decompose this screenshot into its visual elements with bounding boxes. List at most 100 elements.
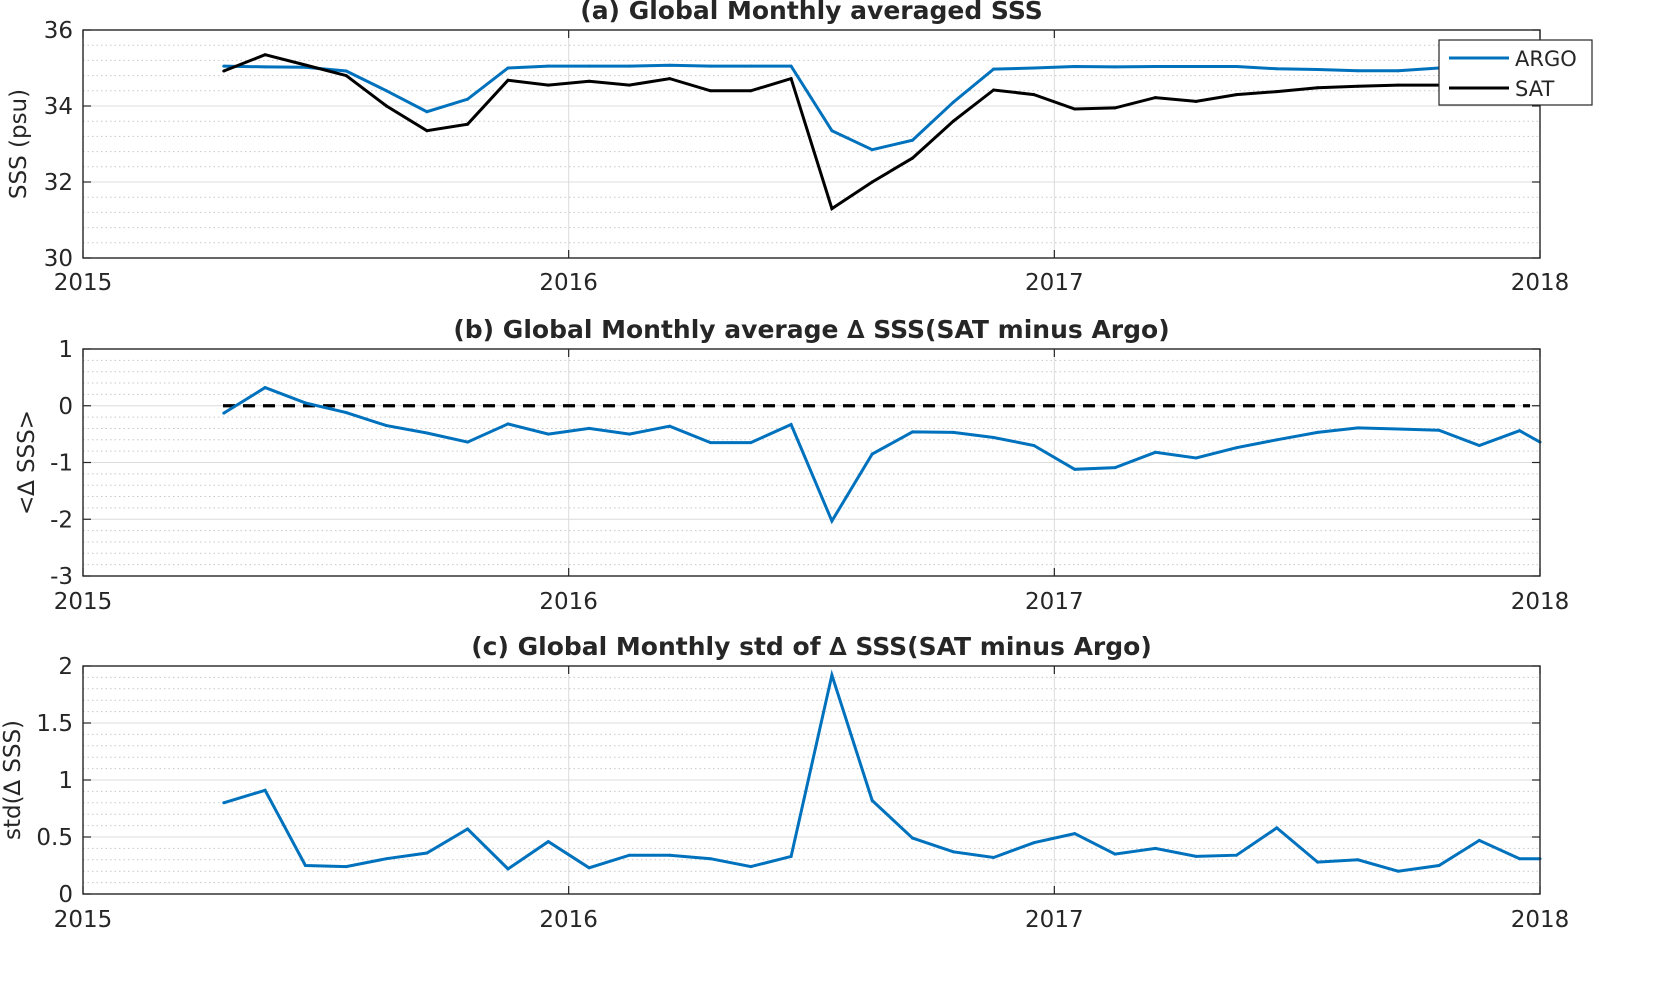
series-line-delta: [223, 669, 1540, 873]
y-tick-label: -3: [50, 564, 73, 590]
data-point-delta: [222, 411, 226, 415]
legend-box: [1438, 39, 1593, 106]
data-point-delta: [830, 673, 834, 677]
series-line-sat: [223, 53, 1541, 211]
data-point-sat: [1194, 99, 1198, 103]
data-point-argo: [668, 63, 672, 67]
data-point-argo: [870, 148, 874, 152]
y-tick-label: 0: [58, 882, 73, 908]
data-point-delta: [263, 386, 267, 390]
panel-b: -3 -2 -1 0 1 2015 2016 2017 2018 (b) Global Month…: [14, 315, 1569, 615]
data-point-sat: [1235, 93, 1238, 97]
data-point-delta: [627, 853, 631, 857]
data-point-sat: [1316, 86, 1320, 90]
data-point-delta: [263, 788, 267, 792]
series-line-delta: [223, 385, 1541, 525]
data-point-delta: [344, 865, 348, 869]
y-tick-label: -1: [50, 451, 73, 477]
data-point-delta: [1356, 426, 1360, 430]
data-point-delta: [789, 854, 793, 858]
data-point-argo: [911, 138, 914, 142]
data-point-delta: [506, 867, 510, 871]
data-point-delta: [870, 799, 874, 802]
y-tick-label: 30: [44, 246, 73, 272]
y-tick-label: 1.5: [36, 711, 73, 737]
x-tick-label: 2015: [54, 589, 113, 615]
data-point-delta: [1073, 832, 1077, 836]
y-tick-label: 1: [58, 768, 73, 794]
y-axis-label: std(∆ SSS): [0, 720, 26, 840]
data-point-delta: [1316, 430, 1320, 434]
data-point-argo: [1396, 69, 1400, 73]
data-point-argo: [1356, 69, 1360, 73]
data-point-delta: [1437, 864, 1441, 867]
data-point-delta: [587, 426, 591, 430]
data-point-delta: [425, 431, 429, 435]
x-tick-label: 2015: [54, 270, 113, 296]
data-point-argo: [506, 66, 510, 70]
panel-c: 0 0.5 1 1.5 2 2015 2016 2017 2018 (c) Global Mont…: [0, 632, 1569, 933]
data-point-delta: [1032, 841, 1036, 845]
data-point-delta: [911, 430, 914, 434]
panel-a: 30 32 34 36 2015 2016 2017 2018 (a) Global Month…: [6, 0, 1593, 296]
x-tick-label: 2018: [1511, 907, 1570, 933]
data-point-argo: [344, 69, 348, 73]
data-point-delta: [709, 857, 712, 861]
data-point-argo: [830, 129, 834, 133]
data-point-argo: [222, 64, 226, 68]
data-point-sat: [263, 53, 267, 57]
data-point-delta: [1235, 853, 1238, 857]
data-point-sat: [1113, 106, 1117, 110]
data-point-argo: [385, 89, 388, 93]
data-point-delta: [749, 865, 753, 869]
data-point-sat: [911, 156, 914, 160]
data-point-delta: [1113, 852, 1117, 856]
data-point-sat: [1356, 84, 1360, 88]
data-point-delta: [668, 853, 672, 857]
data-point-sat: [627, 83, 631, 87]
data-point-argo: [1153, 65, 1157, 68]
data-point-delta: [951, 850, 955, 854]
legend-label-sat: SAT: [1515, 77, 1554, 101]
x-tick-label: 2016: [539, 589, 598, 615]
data-point-delta: [385, 424, 388, 428]
data-point-delta: [1396, 427, 1400, 431]
data-point-delta: [425, 851, 429, 855]
x-tick-label: 2017: [1025, 907, 1084, 933]
data-point-sat: [425, 129, 429, 133]
data-point-delta: [668, 424, 672, 428]
legend-label-argo: ARGO: [1515, 47, 1577, 71]
data-point-sat: [385, 104, 388, 108]
data-point-sat: [709, 89, 712, 93]
data-point-delta: [1235, 446, 1238, 450]
data-point-sat: [789, 77, 793, 81]
data-point-sat: [344, 74, 348, 78]
y-tick-label: 36: [44, 18, 73, 44]
y-tick-label: 32: [44, 170, 73, 196]
data-point-sat: [668, 77, 672, 81]
data-point-delta: [789, 423, 793, 426]
data-point-delta: [1194, 456, 1198, 460]
data-point-delta: [830, 519, 834, 523]
data-point-delta: [749, 441, 753, 445]
data-point-delta: [1073, 467, 1077, 471]
data-point-delta: [303, 864, 307, 867]
y-tick-label: 1: [58, 337, 73, 363]
data-point-delta: [1113, 466, 1117, 470]
data-point-argo: [1113, 65, 1117, 69]
data-point-sat: [506, 78, 510, 82]
data-point-delta: [1518, 429, 1522, 433]
data-point-argo: [709, 64, 712, 68]
data-point-sat: [222, 69, 226, 73]
data-point-argo: [749, 64, 753, 68]
data-point-argo: [789, 64, 793, 68]
data-point-sat: [951, 119, 955, 123]
x-tick-label: 2015: [54, 907, 113, 933]
axes-box: [82, 29, 1541, 259]
chart-title: (c) Global Monthly std of ∆ SSS(SAT minu…: [471, 632, 1152, 661]
x-tick-label: 2016: [539, 270, 598, 296]
data-point-argo: [425, 110, 429, 114]
data-point-sat: [1032, 93, 1036, 97]
data-point-sat: [1073, 107, 1077, 111]
